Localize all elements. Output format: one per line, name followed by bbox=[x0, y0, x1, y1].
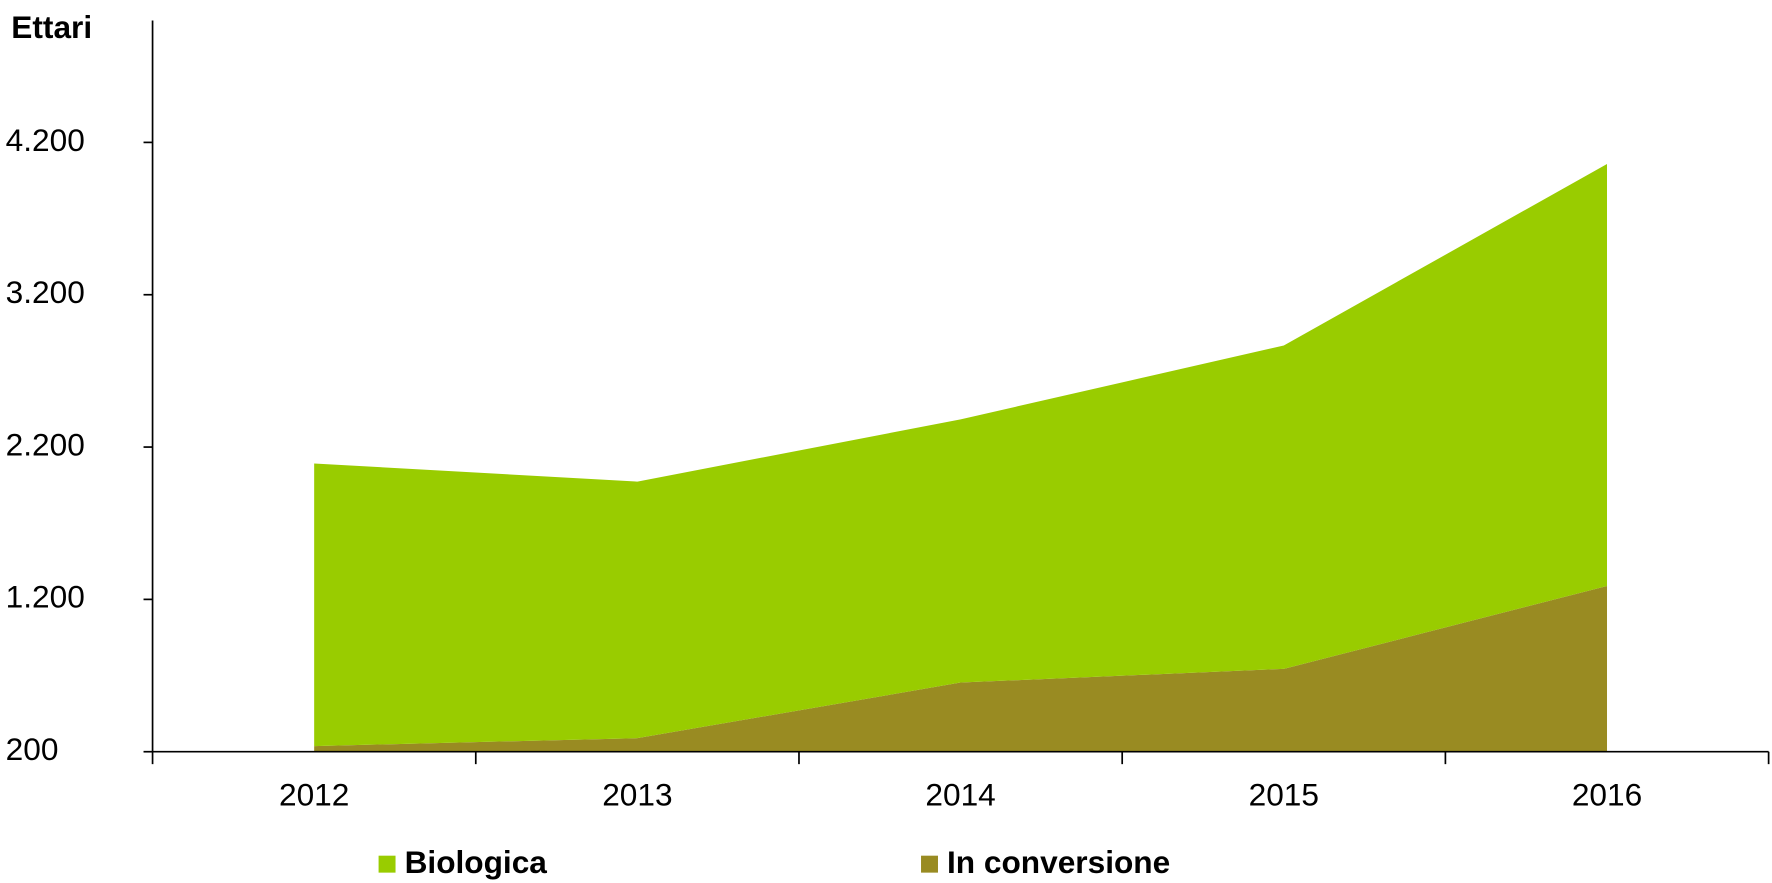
x-tick-label: 2014 bbox=[925, 776, 995, 812]
y-tick-label: 3.200 bbox=[6, 274, 85, 310]
y-tick-label: 200 bbox=[6, 731, 59, 767]
x-tick-label: 2013 bbox=[602, 776, 672, 812]
y-tick-label: 1.200 bbox=[6, 579, 85, 615]
x-tick-label: 2016 bbox=[1572, 776, 1642, 812]
legend-swatch bbox=[378, 855, 396, 873]
y-tick-label: 4.200 bbox=[6, 122, 85, 158]
y-tick-label: 2.200 bbox=[6, 426, 85, 462]
area bbox=[314, 585, 1608, 752]
legend-label: Biologica bbox=[405, 844, 548, 880]
legend-swatch bbox=[921, 855, 938, 873]
y-axis-title: Ettari bbox=[11, 9, 92, 45]
x-tick-label: 2012 bbox=[279, 776, 349, 812]
x-tick-label: 2015 bbox=[1249, 776, 1319, 812]
legend-label: In conversione bbox=[947, 844, 1170, 880]
area bbox=[314, 164, 1608, 747]
